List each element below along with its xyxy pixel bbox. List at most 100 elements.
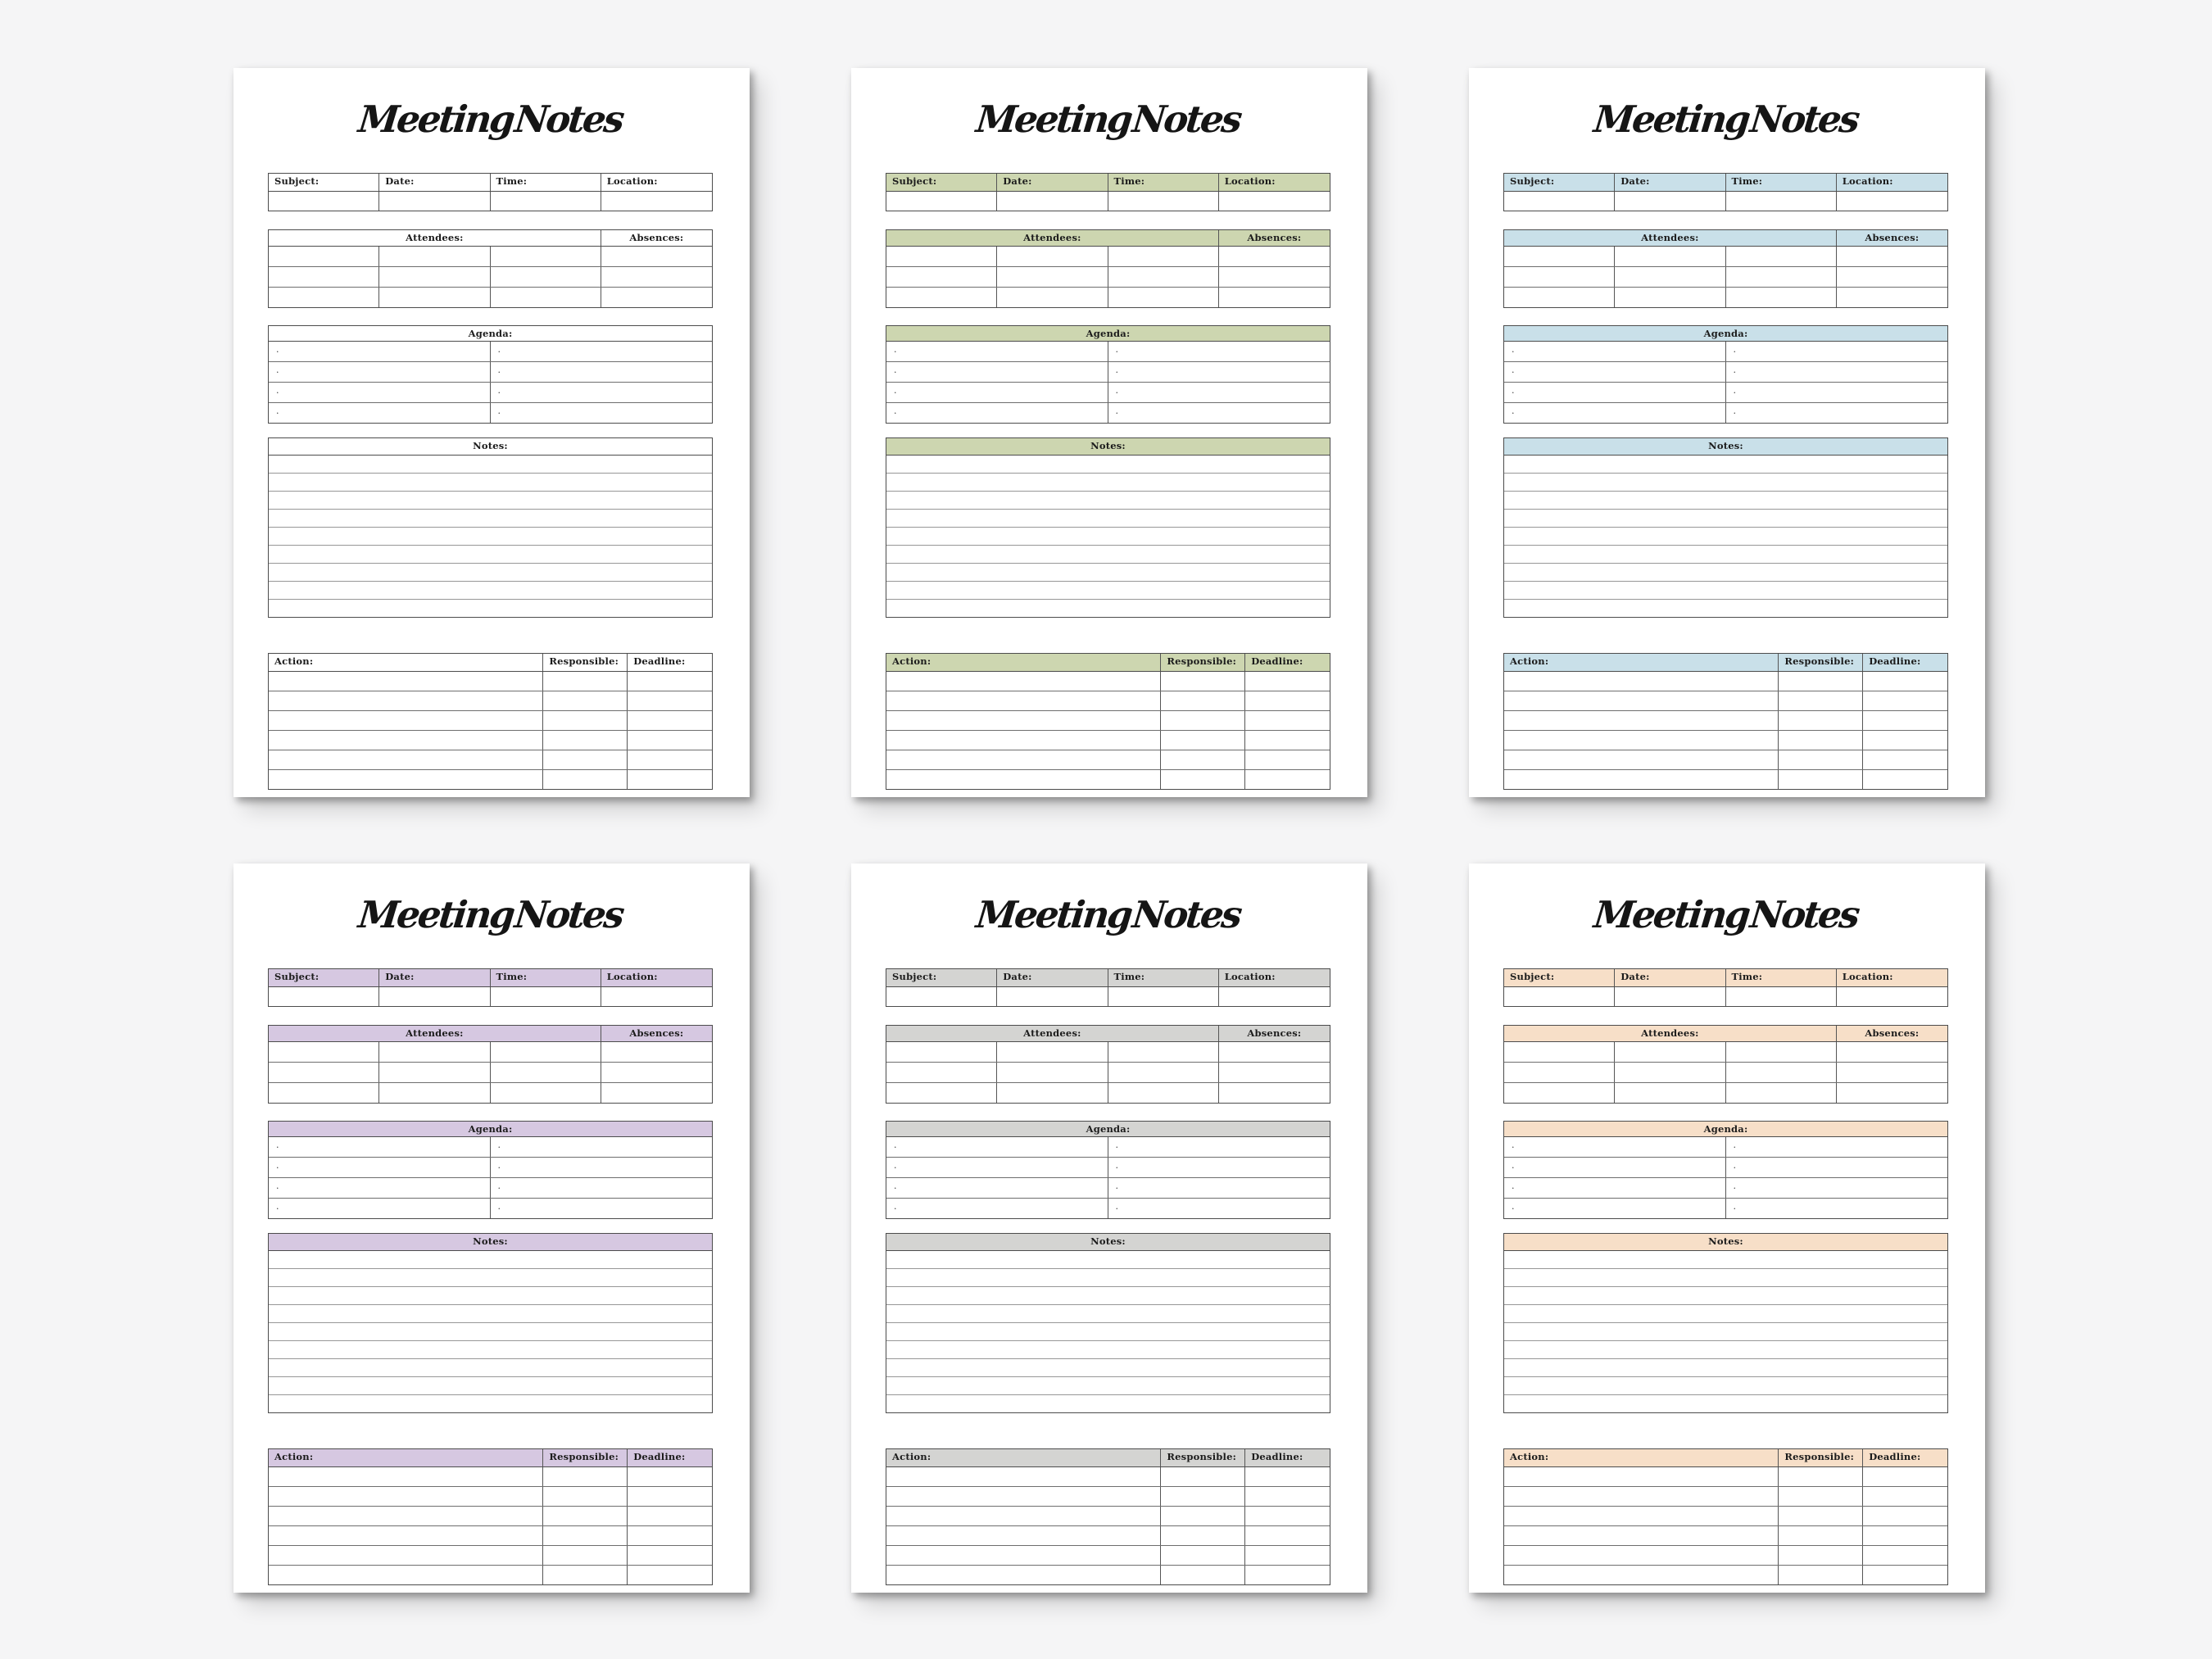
attendee-cell bbox=[379, 247, 491, 266]
deadline-cell bbox=[1245, 1507, 1330, 1525]
responsible-cell bbox=[543, 1546, 628, 1565]
deadline-cell bbox=[1863, 672, 1947, 691]
agenda-bullet: . bbox=[276, 1160, 279, 1171]
notes-line bbox=[269, 1323, 712, 1341]
attendee-cell bbox=[1726, 1083, 1837, 1103]
attendee-cell bbox=[269, 247, 380, 266]
agenda-item-cell: . bbox=[1108, 1137, 1330, 1157]
agenda-item-cell: . bbox=[491, 403, 713, 423]
agenda-bullet: . bbox=[1115, 1140, 1119, 1150]
agenda-item-cell: . bbox=[1504, 1158, 1726, 1177]
deadline-cell bbox=[1863, 750, 1947, 769]
agenda-item-cell: . bbox=[491, 342, 713, 361]
action-row bbox=[1504, 691, 1947, 711]
deadline-cell bbox=[1245, 1526, 1330, 1545]
location-value-cell bbox=[1837, 987, 1947, 1006]
agenda-row: .. bbox=[269, 1158, 712, 1178]
agenda-row: .. bbox=[1504, 1199, 1947, 1218]
deadline-cell bbox=[1863, 1546, 1947, 1565]
action-row bbox=[269, 770, 712, 789]
attendee-cell bbox=[997, 1063, 1108, 1082]
absences-label: Absences: bbox=[1865, 1027, 1920, 1039]
agenda-row: .. bbox=[269, 1178, 712, 1199]
action-cell bbox=[1504, 731, 1779, 750]
action-table: Action: Responsible: Deadline: bbox=[1503, 1448, 1948, 1585]
deadline-cell bbox=[1245, 770, 1330, 789]
location-value-cell bbox=[1219, 192, 1330, 211]
attendance-row bbox=[886, 267, 1330, 288]
notes-header-row: Notes: bbox=[1504, 438, 1947, 456]
action-row bbox=[269, 1467, 712, 1487]
meeting-notes-page-lavender: Meeting Notes Subject: Date: Time: Locat… bbox=[233, 863, 750, 1593]
attendance-row bbox=[269, 247, 712, 267]
agenda-table: Agenda: ........ bbox=[268, 325, 713, 424]
action-label: Action: bbox=[886, 654, 1162, 671]
agenda-label: Agenda: bbox=[1086, 1123, 1131, 1135]
action-label: Action: bbox=[269, 654, 544, 671]
notes-body bbox=[269, 456, 712, 617]
agenda-bullet: . bbox=[1512, 385, 1515, 396]
notes-table: Notes: bbox=[1503, 437, 1948, 618]
agenda-bullet: . bbox=[1733, 1201, 1737, 1212]
info-header-row: Subject: Date: Time: Location: bbox=[1504, 174, 1947, 192]
date-label: Date: bbox=[997, 174, 1108, 191]
agenda-header-row: Agenda: bbox=[1504, 326, 1947, 342]
agenda-label: Agenda: bbox=[1703, 1123, 1748, 1135]
meeting-notes-page-sage-green: Meeting Notes Subject: Date: Time: Locat… bbox=[851, 68, 1367, 797]
notes-line bbox=[1504, 456, 1947, 474]
action-row bbox=[269, 731, 712, 750]
action-cell bbox=[269, 1487, 544, 1506]
date-label: Date: bbox=[997, 969, 1108, 986]
agenda-item-cell: . bbox=[491, 1158, 713, 1177]
agenda-item-cell: . bbox=[1108, 1158, 1330, 1177]
deadline-cell bbox=[628, 711, 712, 730]
action-header-row: Action: Responsible: Deadline: bbox=[886, 654, 1330, 672]
attendee-cell bbox=[997, 267, 1108, 287]
responsible-cell bbox=[1779, 750, 1864, 769]
agenda-item-cell: . bbox=[1726, 1178, 1948, 1198]
agenda-item-cell: . bbox=[269, 1158, 491, 1177]
agenda-row: .. bbox=[269, 403, 712, 423]
attendee-cell bbox=[1726, 1042, 1837, 1062]
agenda-item-cell: . bbox=[269, 342, 491, 361]
agenda-bullet: . bbox=[1512, 406, 1515, 416]
agenda-bullet: . bbox=[1733, 406, 1737, 416]
agenda-row: .. bbox=[1504, 362, 1947, 383]
attendee-cell bbox=[1837, 1063, 1947, 1082]
notes-label: Notes: bbox=[1708, 1235, 1743, 1247]
attendee-cell bbox=[269, 267, 380, 287]
responsible-cell bbox=[543, 1566, 628, 1584]
action-cell bbox=[269, 691, 544, 710]
attendance-row bbox=[1504, 1063, 1947, 1083]
attendance-table: Attendees: Absences: bbox=[1503, 1025, 1948, 1104]
subject-value-cell bbox=[269, 192, 380, 211]
action-row bbox=[886, 770, 1330, 789]
agenda-bullet: . bbox=[276, 406, 279, 416]
agenda-item-cell: . bbox=[269, 403, 491, 423]
info-value-row bbox=[1504, 192, 1947, 211]
action-cell bbox=[1504, 1487, 1779, 1506]
agenda-bullet: . bbox=[497, 344, 501, 355]
agenda-body: ........ bbox=[886, 342, 1330, 423]
attendance-header-row: Attendees: Absences: bbox=[1504, 1026, 1947, 1042]
responsible-cell bbox=[1779, 1526, 1864, 1545]
time-label: Time: bbox=[491, 969, 601, 986]
responsible-cell bbox=[543, 1526, 628, 1545]
notes-line bbox=[886, 492, 1330, 510]
agenda-bullet: . bbox=[1115, 1201, 1119, 1212]
notes-line bbox=[1504, 1251, 1947, 1269]
agenda-item-cell: . bbox=[1726, 1137, 1948, 1157]
agenda-item-cell: . bbox=[1108, 342, 1330, 361]
responsible-cell bbox=[1161, 731, 1246, 750]
action-table: Action: Responsible: Deadline: bbox=[1503, 653, 1948, 790]
responsible-label: Responsible: bbox=[543, 654, 628, 671]
page-title: Meeting Notes bbox=[1591, 893, 1861, 936]
agenda-item-cell: . bbox=[886, 403, 1108, 423]
agenda-item-cell: . bbox=[1726, 342, 1948, 361]
agenda-bullet: . bbox=[497, 1140, 501, 1150]
agenda-header-row: Agenda: bbox=[269, 1122, 712, 1137]
date-label: Date: bbox=[1615, 969, 1726, 986]
deadline-cell bbox=[1245, 672, 1330, 691]
attendee-cell bbox=[1615, 288, 1726, 307]
attendee-cell bbox=[1726, 267, 1837, 287]
